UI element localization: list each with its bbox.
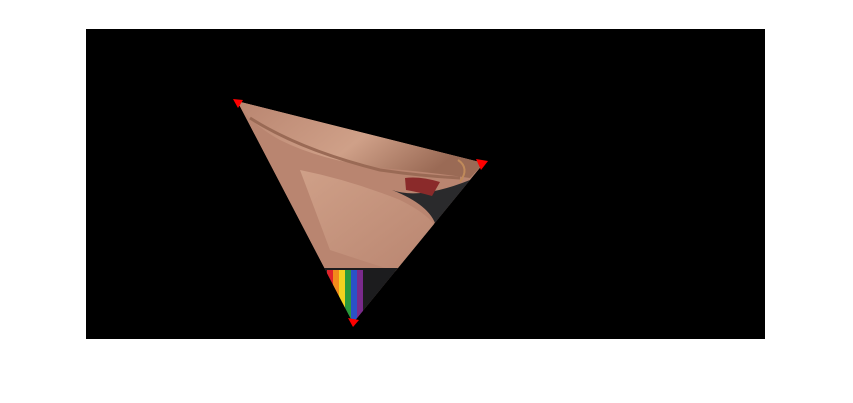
corner-marker-right <box>476 159 488 170</box>
rainbow-stripe <box>339 270 345 320</box>
red-fabric <box>405 177 440 196</box>
leg-shading <box>300 170 436 272</box>
rainbow-stripe <box>357 270 363 320</box>
skin-crease <box>249 116 461 180</box>
corner-marker-bottom <box>348 318 359 327</box>
arm <box>237 101 484 178</box>
bracelet <box>457 159 466 183</box>
rainbow-stripe <box>345 270 351 320</box>
corner-marker-top-left <box>233 99 243 108</box>
rainbow-stripe <box>351 270 357 320</box>
